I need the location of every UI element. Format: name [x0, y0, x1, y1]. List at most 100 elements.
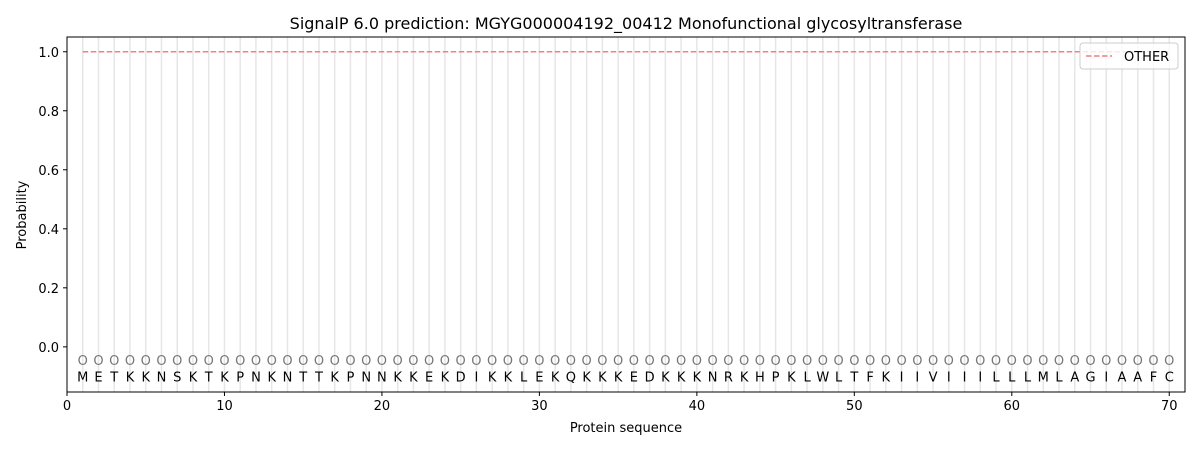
residue-letter: L [992, 370, 1000, 385]
residue-letter: K [693, 370, 702, 385]
residue-letter: L [1024, 370, 1032, 385]
residue-letter: K [504, 370, 513, 385]
residue-letter: P [772, 370, 780, 385]
residue-letter: D [456, 370, 466, 385]
residue-label-marker: O [267, 354, 277, 369]
residue-letter: D [645, 370, 655, 385]
y-tick-label: 0.2 [38, 282, 59, 297]
residue-letter: I [915, 370, 919, 385]
residue-label-marker: O [1148, 354, 1158, 369]
residue-label-marker: O [314, 354, 324, 369]
residue-letter: I [1104, 370, 1108, 385]
residue-letter: N [157, 370, 167, 385]
residue-letter: K [393, 370, 402, 385]
residue-letter: A [1118, 370, 1127, 385]
residue-letter: N [251, 370, 261, 385]
residue-label-marker: O [440, 354, 450, 369]
legend-label-other: OTHER [1124, 50, 1169, 65]
residue-label-marker: O [944, 354, 954, 369]
residue-letter: V [929, 370, 938, 385]
residue-label-marker: O [645, 354, 655, 369]
residue-label-marker: O [109, 354, 119, 369]
y-axis-label: Probability [15, 180, 30, 249]
residue-label-marker: O [408, 354, 418, 369]
residue-label-marker: O [928, 354, 938, 369]
residue-label-marker: O [802, 354, 812, 369]
residue-letter: I [963, 370, 967, 385]
x-tick-label: 30 [531, 399, 548, 414]
residue-letter: K [220, 370, 229, 385]
residue-letter: C [1165, 370, 1174, 385]
residue-letter: N [377, 370, 387, 385]
residue-label-marker: O [739, 354, 749, 369]
residue-letter: P [347, 370, 355, 385]
residue-label-marker: O [534, 354, 544, 369]
residue-letter: K [267, 370, 276, 385]
residue-label-marker: O [833, 354, 843, 369]
residue-label-marker: O [345, 354, 355, 369]
legend: OTHER [1079, 42, 1179, 70]
residue-label-marker: O [519, 354, 529, 369]
residue-label-marker: O [487, 354, 497, 369]
residue-label-marker: O [582, 354, 592, 369]
residue-label-marker: O [786, 354, 796, 369]
residue-letter: E [630, 370, 638, 385]
residue-letter: M [1038, 370, 1049, 385]
residue-letter: S [173, 370, 181, 385]
residue-label-marker: O [1164, 354, 1174, 369]
residue-label-marker: O [298, 354, 308, 369]
residue-letter: E [535, 370, 543, 385]
residue-label-marker: O [204, 354, 214, 369]
residue-label-marker: O [219, 354, 229, 369]
residue-letter: I [474, 370, 478, 385]
residue-label-marker: O [566, 354, 576, 369]
residue-label-marker: O [896, 354, 906, 369]
residue-letter: Q [566, 370, 576, 385]
plot-frame [66, 36, 1186, 393]
residue-letter: L [520, 370, 528, 385]
residue-letter: K [787, 370, 796, 385]
residue-letter: A [1133, 370, 1142, 385]
residue-letter: I [900, 370, 904, 385]
residue-letter: K [882, 370, 891, 385]
chart-title: SignalP 6.0 prediction: MGYG000004192_00… [290, 14, 963, 34]
residue-label-marker: O [172, 354, 182, 369]
residue-label-marker: O [959, 354, 969, 369]
residue-letter: K [189, 370, 198, 385]
residue-letter: K [488, 370, 497, 385]
residue-letter: K [661, 370, 670, 385]
residue-label-marker: O [377, 354, 387, 369]
residue-letter: W [816, 370, 829, 385]
residue-label-marker: O [393, 354, 403, 369]
residue-letter: K [598, 370, 607, 385]
y-tick-label: 1.0 [38, 46, 59, 61]
residue-label-marker: O [93, 354, 103, 369]
residue-letter: K [582, 370, 591, 385]
residue-letter: F [866, 370, 873, 385]
residue-letter: M [77, 370, 88, 385]
residue-letter: T [109, 370, 118, 385]
residue-letter: K [441, 370, 450, 385]
residue-letter: P [236, 370, 244, 385]
residue-letter: N [361, 370, 371, 385]
residue-label-marker: O [251, 354, 261, 369]
residue-letter: T [849, 370, 858, 385]
residue-letter: I [947, 370, 951, 385]
residue-label-marker: O [676, 354, 686, 369]
residue-letter: E [94, 370, 102, 385]
residue-label-marker: O [156, 354, 166, 369]
residue-letter: K [141, 370, 150, 385]
residue-label-marker: O [1038, 354, 1048, 369]
residue-label-marker: O [975, 354, 985, 369]
residue-label-marker: O [1133, 354, 1143, 369]
residue-label-marker: O [550, 354, 560, 369]
residue-label-marker: O [818, 354, 828, 369]
residue-letter: L [1008, 370, 1016, 385]
residue-letter: R [724, 370, 733, 385]
residue-letter: F [1150, 370, 1157, 385]
residue-label-marker: O [912, 354, 922, 369]
residue-label-marker: O [849, 354, 859, 369]
residue-label-marker: O [723, 354, 733, 369]
residue-label-marker: O [707, 354, 717, 369]
